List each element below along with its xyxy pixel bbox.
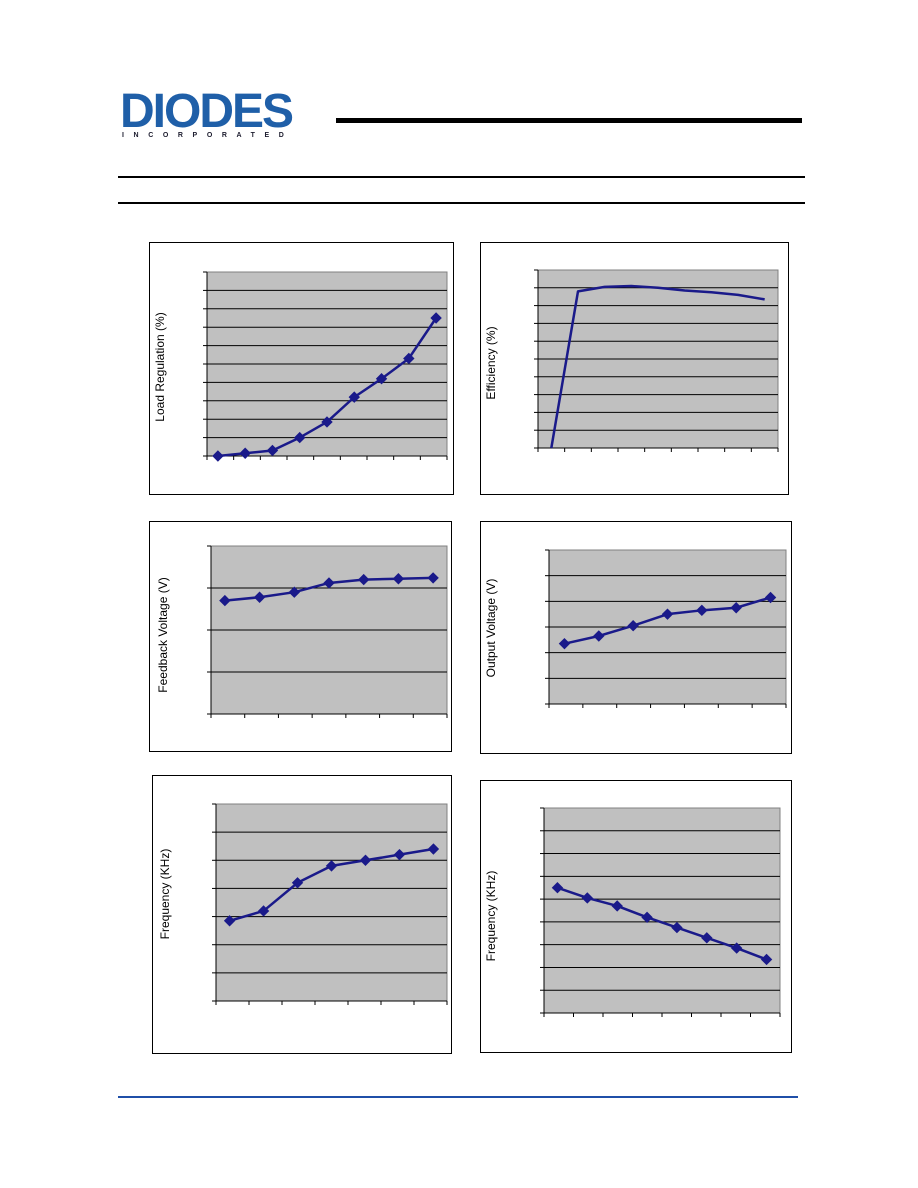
y-axis-label: Output Voltage (V) bbox=[484, 579, 498, 678]
data-point bbox=[294, 431, 306, 444]
y-axis-label: Load Regulation (%) bbox=[153, 312, 167, 421]
data-point bbox=[392, 573, 405, 585]
chart-frequency-2: Frequency (KHz) bbox=[480, 780, 792, 1053]
data-point bbox=[427, 572, 439, 584]
data-point bbox=[641, 911, 653, 924]
y-axis-label: Feedback Voltage (V) bbox=[156, 577, 170, 692]
plot-area bbox=[215, 803, 448, 1002]
chart-output-voltage: Output Voltage (V) bbox=[480, 521, 792, 754]
y-axis-label: Frequency (KHz) bbox=[484, 871, 498, 962]
chart-svg: Feedback Voltage (V) bbox=[156, 545, 448, 718]
data-point bbox=[558, 637, 571, 650]
data-point bbox=[593, 630, 605, 642]
series-line bbox=[550, 284, 765, 449]
data-point bbox=[375, 373, 388, 385]
data-point bbox=[764, 591, 777, 604]
y-axis-label: Frequency (KHz) bbox=[158, 849, 172, 940]
data-point bbox=[701, 932, 713, 944]
data-point bbox=[393, 848, 406, 861]
data-point bbox=[581, 892, 594, 904]
data-point bbox=[291, 877, 304, 889]
data-point bbox=[321, 416, 333, 428]
data-point bbox=[253, 591, 266, 603]
data-point bbox=[348, 391, 360, 403]
data-point bbox=[212, 450, 224, 462]
data-point bbox=[627, 620, 639, 632]
chart-svg: Frequency (KHz) bbox=[158, 803, 448, 1005]
chart-feedback-voltage: Feedback Voltage (V) bbox=[149, 521, 452, 752]
chart-load-regulation: Load Regulation (%) bbox=[149, 242, 454, 495]
plot-area bbox=[543, 807, 781, 1014]
data-point bbox=[323, 577, 335, 589]
data-point bbox=[430, 312, 442, 324]
data-point bbox=[730, 942, 743, 954]
chart-frequency-1: Frequency (KHz) bbox=[152, 775, 452, 1054]
footer-rule bbox=[118, 1096, 798, 1098]
data-point bbox=[551, 882, 564, 894]
diodes-logo: DIODES INCORPORATED bbox=[120, 86, 340, 146]
data-point bbox=[266, 444, 279, 457]
chart-svg: Frequency (KHz) bbox=[484, 807, 781, 1017]
data-point bbox=[288, 586, 301, 598]
data-point bbox=[760, 953, 773, 966]
data-point bbox=[223, 915, 236, 927]
header-bar bbox=[336, 118, 802, 123]
data-point bbox=[671, 921, 683, 934]
header-rule-bottom bbox=[118, 202, 805, 204]
chart-svg: Output Voltage (V) bbox=[484, 549, 787, 708]
data-point bbox=[661, 608, 674, 620]
chart-efficiency: Efficiency (%) bbox=[480, 242, 789, 495]
data-point bbox=[611, 900, 623, 912]
data-point bbox=[696, 604, 708, 617]
data-point bbox=[403, 352, 415, 365]
y-axis-label: Efficiency (%) bbox=[484, 326, 498, 399]
data-point bbox=[357, 573, 370, 586]
data-point bbox=[257, 905, 270, 917]
series-line bbox=[557, 886, 768, 961]
data-point bbox=[359, 854, 372, 866]
data-point bbox=[730, 602, 742, 614]
data-point bbox=[239, 447, 251, 459]
chart-svg: Load Regulation (%) bbox=[153, 271, 448, 462]
chart-svg: Efficiency (%) bbox=[484, 269, 779, 452]
data-point bbox=[427, 843, 440, 855]
logo-tagline: INCORPORATED bbox=[122, 132, 294, 139]
data-point bbox=[325, 860, 338, 872]
header-rule-top bbox=[118, 176, 805, 178]
logo-wordmark: DIODES bbox=[120, 85, 294, 138]
data-point bbox=[219, 594, 231, 607]
